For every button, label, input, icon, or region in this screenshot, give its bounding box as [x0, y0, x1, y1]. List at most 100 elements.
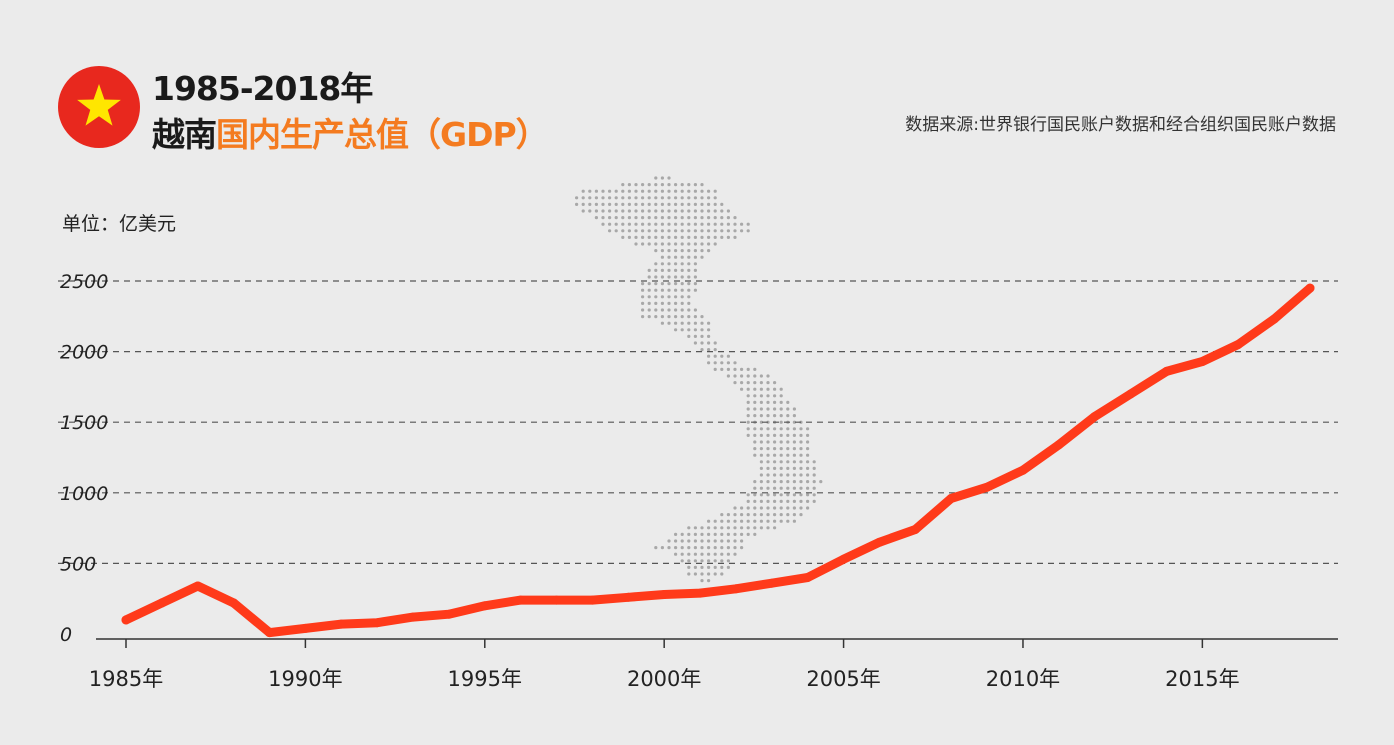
map-dot	[746, 493, 750, 497]
data-point	[910, 525, 920, 534]
map-dot	[812, 473, 816, 477]
axes: 1985年 1990年 1995年 2000年 2005年 2010年 2015年	[89, 638, 1338, 691]
map-dot	[693, 249, 698, 253]
map-dot	[680, 249, 684, 253]
map-dot	[707, 532, 711, 537]
map-dot	[594, 196, 599, 200]
map-dot	[707, 341, 711, 345]
map-dot	[693, 341, 698, 345]
map-dot	[799, 453, 803, 457]
map-dot	[608, 196, 612, 200]
map-dot	[654, 288, 658, 292]
data-point	[300, 623, 310, 633]
map-dot	[726, 539, 731, 543]
map-dot	[746, 381, 750, 385]
data-point	[695, 588, 705, 598]
map-dot	[627, 189, 632, 193]
map-dot	[759, 526, 764, 530]
map-dot	[806, 499, 810, 503]
map-dot	[614, 189, 618, 193]
map-dot	[707, 229, 711, 233]
map-dot	[746, 526, 750, 530]
map-dot	[720, 546, 724, 550]
map-dot	[792, 499, 797, 503]
map-dot	[674, 282, 678, 286]
map-dot	[693, 546, 698, 550]
map-dot	[766, 473, 770, 477]
map-dot	[806, 466, 810, 470]
data-point	[157, 598, 167, 608]
map-dot	[693, 183, 698, 187]
map-dot	[660, 288, 665, 292]
map-dot	[806, 440, 810, 444]
map-dot	[693, 334, 698, 338]
map-dot	[654, 222, 658, 226]
map-dot	[608, 229, 612, 233]
map-dot	[746, 400, 750, 404]
map-dot	[713, 546, 717, 550]
chart-title-line1: 1985-2018年	[152, 69, 373, 108]
map-dot	[753, 486, 757, 490]
map-dot	[680, 546, 684, 550]
map-dot	[746, 513, 750, 517]
x-tick-label: 1990年	[268, 667, 342, 691]
map-dot	[654, 275, 658, 279]
map-dot	[667, 308, 671, 312]
map-dot	[766, 433, 770, 437]
map-dot	[660, 255, 665, 259]
map-dot	[647, 295, 651, 299]
series-layer	[121, 283, 1315, 638]
map-dot	[674, 196, 678, 200]
map-dot	[621, 196, 625, 200]
map-dot	[634, 242, 638, 246]
map-dot	[806, 486, 810, 490]
map-dot	[680, 209, 684, 213]
map-dot	[746, 229, 750, 233]
map-dot	[707, 209, 711, 213]
map-dot	[746, 374, 750, 378]
map-dot	[654, 262, 658, 266]
map-dot	[766, 493, 770, 497]
map-dot	[667, 229, 671, 233]
map-dot	[674, 321, 678, 325]
map-dot	[674, 315, 678, 319]
map-dot	[634, 216, 638, 220]
map-dot	[641, 295, 645, 299]
map-dot	[575, 202, 579, 206]
map-dot	[588, 202, 592, 206]
map-dot	[693, 209, 698, 213]
map-dot	[759, 519, 764, 523]
map-dot	[601, 196, 605, 200]
data-point	[265, 628, 274, 638]
map-dot	[667, 209, 671, 213]
map-dot	[627, 216, 632, 220]
map-dot	[660, 235, 665, 239]
map-dot	[588, 189, 592, 193]
map-dot	[779, 427, 783, 431]
map-dot	[812, 480, 816, 484]
map-dot	[674, 183, 678, 187]
map-dot	[707, 526, 711, 530]
map-dot	[792, 447, 797, 451]
map-dot	[707, 565, 711, 570]
map-dot	[654, 546, 658, 550]
map-dot	[621, 229, 625, 233]
map-dot	[687, 235, 691, 239]
map-dot	[773, 387, 777, 391]
map-dot	[674, 275, 678, 279]
map-dot	[641, 202, 645, 206]
map-dot	[687, 268, 691, 272]
map-dot	[693, 255, 698, 259]
map-dot	[786, 513, 790, 517]
map-dot	[647, 268, 651, 272]
map-dot	[792, 414, 797, 418]
map-dot	[720, 367, 724, 371]
map-dot	[700, 183, 704, 187]
data-point	[587, 595, 597, 605]
map-dot	[759, 460, 764, 464]
map-dot	[700, 539, 704, 543]
map-dot	[786, 519, 790, 523]
map-dot	[740, 513, 744, 517]
map-dot	[766, 480, 770, 484]
map-dot	[819, 480, 823, 484]
